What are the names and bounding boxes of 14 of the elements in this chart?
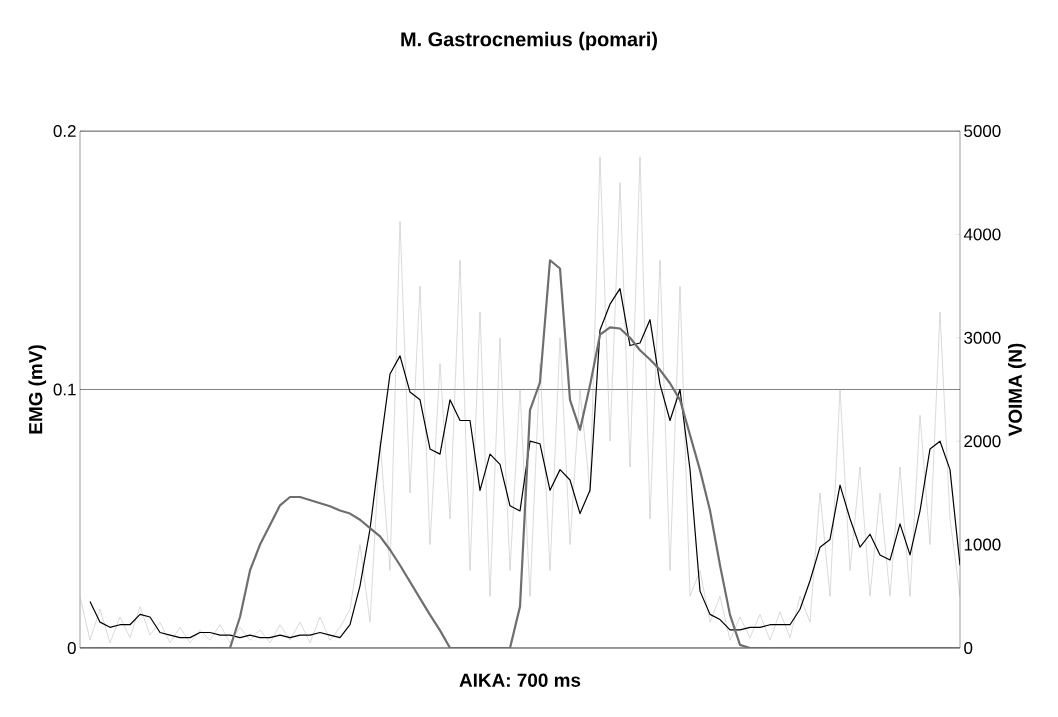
- y-tick-label: 0.1: [53, 383, 76, 396]
- x-axis-title: AIKA: 700 ms: [459, 673, 581, 687]
- y-axis-title: EMG (mV): [28, 345, 47, 434]
- y2-axis-title: VOIMA (N): [1008, 343, 1026, 437]
- chart-title: M. Gastrocnemius (pomari): [401, 31, 657, 51]
- y-tick-label: 0: [67, 641, 76, 654]
- y2-tick-label: 4000: [963, 228, 1001, 241]
- y2-tick-label: 2000: [964, 435, 1001, 448]
- y2-tick-label: 5000: [964, 124, 1001, 137]
- y2-tick-label: 0: [964, 641, 973, 654]
- y-tick-label: 0.2: [53, 124, 76, 137]
- y2-tick-label: 3000: [964, 331, 1001, 344]
- y2-tick-label: 1000: [964, 538, 1001, 551]
- line-series: [80, 156, 960, 644]
